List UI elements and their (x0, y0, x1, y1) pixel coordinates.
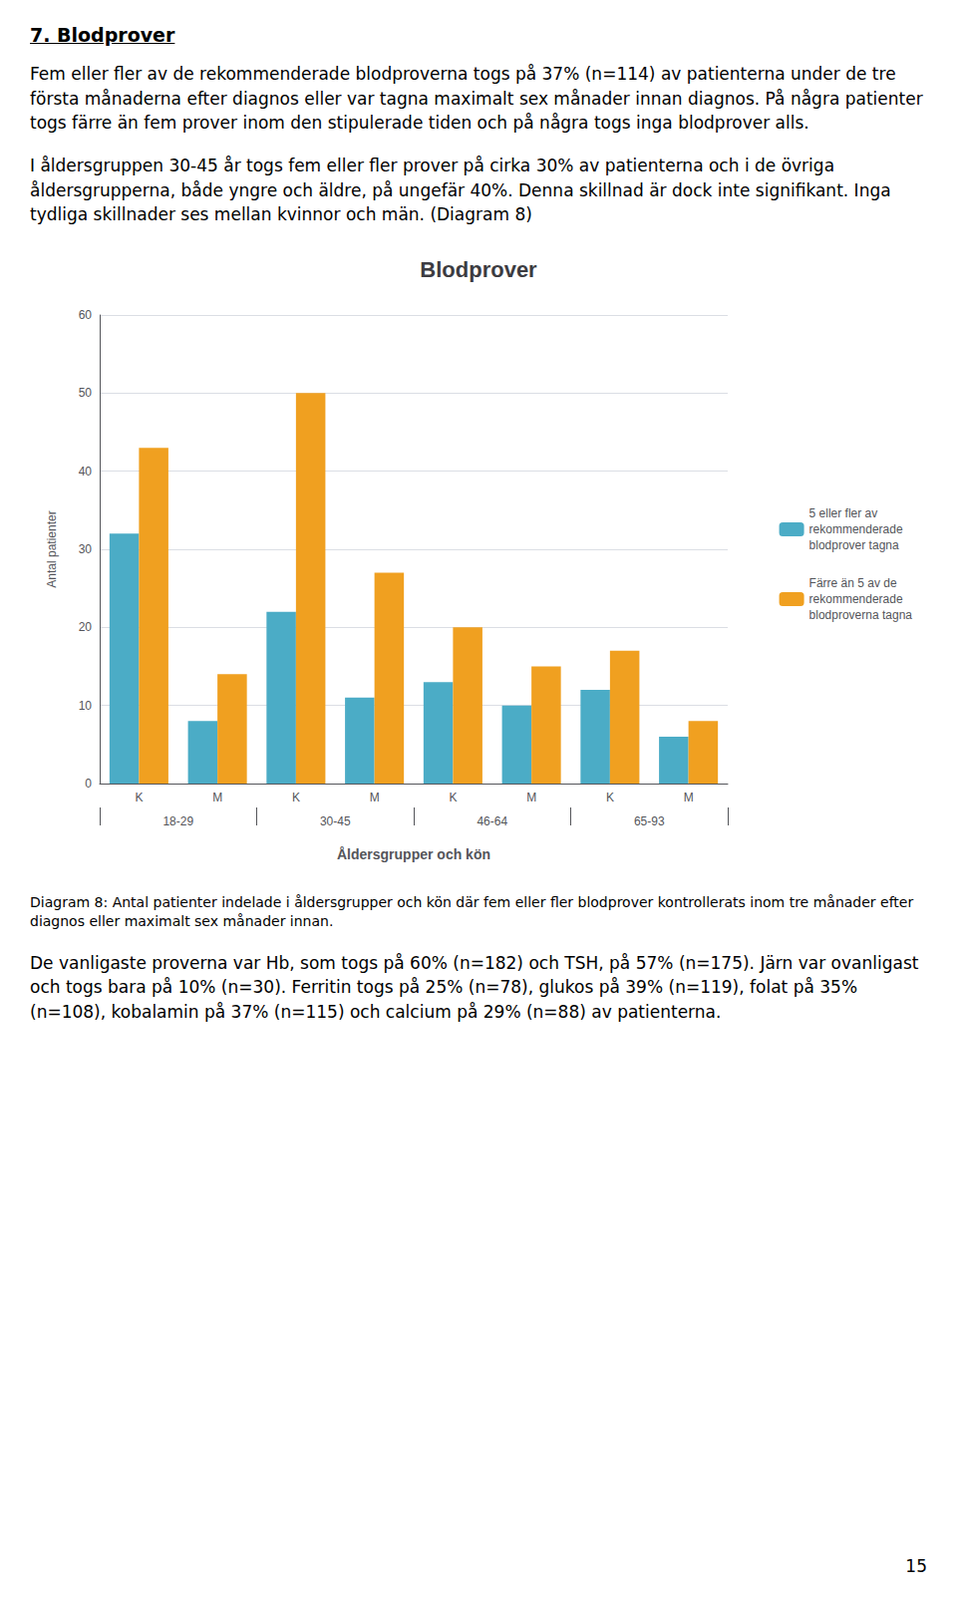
html-text:I åldersgruppen 30-45 år togs: I åldersgruppen 30-45 år togs fem eller … (29, 155, 891, 225)
svg-text:blodproverna tagna: blodproverna tagna (809, 608, 914, 623)
svg-text:K: K (448, 790, 457, 805)
svg-text:rekommenderade: rekommenderade (809, 592, 904, 607)
svg-text:60: 60 (78, 308, 93, 322)
svg-text:46-64: 46-64 (476, 814, 508, 829)
svg-text:30: 30 (78, 542, 93, 557)
svg-text:0: 0 (84, 776, 92, 791)
svg-text:K: K (134, 790, 143, 805)
svg-text:K: K (606, 790, 615, 805)
svg-text:M: M (683, 790, 694, 805)
svg-text:M: M (369, 790, 380, 805)
svg-text:18-29: 18-29 (162, 814, 194, 829)
svg-text:Antal patienter: Antal patienter (44, 510, 59, 588)
html-text:7. Blodprover: 7. Blodprover (29, 23, 175, 46)
svg-text:50: 50 (78, 385, 93, 400)
svg-text:Blodprover: Blodprover (419, 256, 538, 282)
html-text:Fem eller fler av de rekommend: Fem eller fler av de rekommenderade blod… (29, 63, 923, 133)
svg-text:Åldersgrupper och kön: Åldersgrupper och kön (336, 846, 491, 863)
html-text:15: 15 (905, 1556, 928, 1577)
svg-text:40: 40 (78, 464, 93, 479)
svg-text:blodprover tagna: blodprover tagna (809, 538, 900, 553)
svg-text:M: M (526, 790, 537, 805)
svg-text:Färre än 5 av de: Färre än 5 av de (809, 576, 898, 591)
svg-text:M: M (212, 790, 223, 805)
svg-text:20: 20 (78, 620, 93, 635)
svg-text:65-93: 65-93 (634, 814, 665, 829)
svg-text:5 eller fler av: 5 eller fler av (809, 506, 879, 521)
svg-text:30-45: 30-45 (319, 814, 351, 829)
svg-text:K: K (292, 790, 301, 805)
html-text:Diagram 8: Antal patienter ind: Diagram 8: Antal patienter indelade i ål… (29, 893, 914, 929)
html-text:De vanligaste proverna var Hb,: De vanligaste proverna var Hb, som togs … (29, 952, 919, 1022)
svg-text:10: 10 (78, 698, 93, 713)
svg-text:rekommenderade: rekommenderade (809, 522, 904, 537)
